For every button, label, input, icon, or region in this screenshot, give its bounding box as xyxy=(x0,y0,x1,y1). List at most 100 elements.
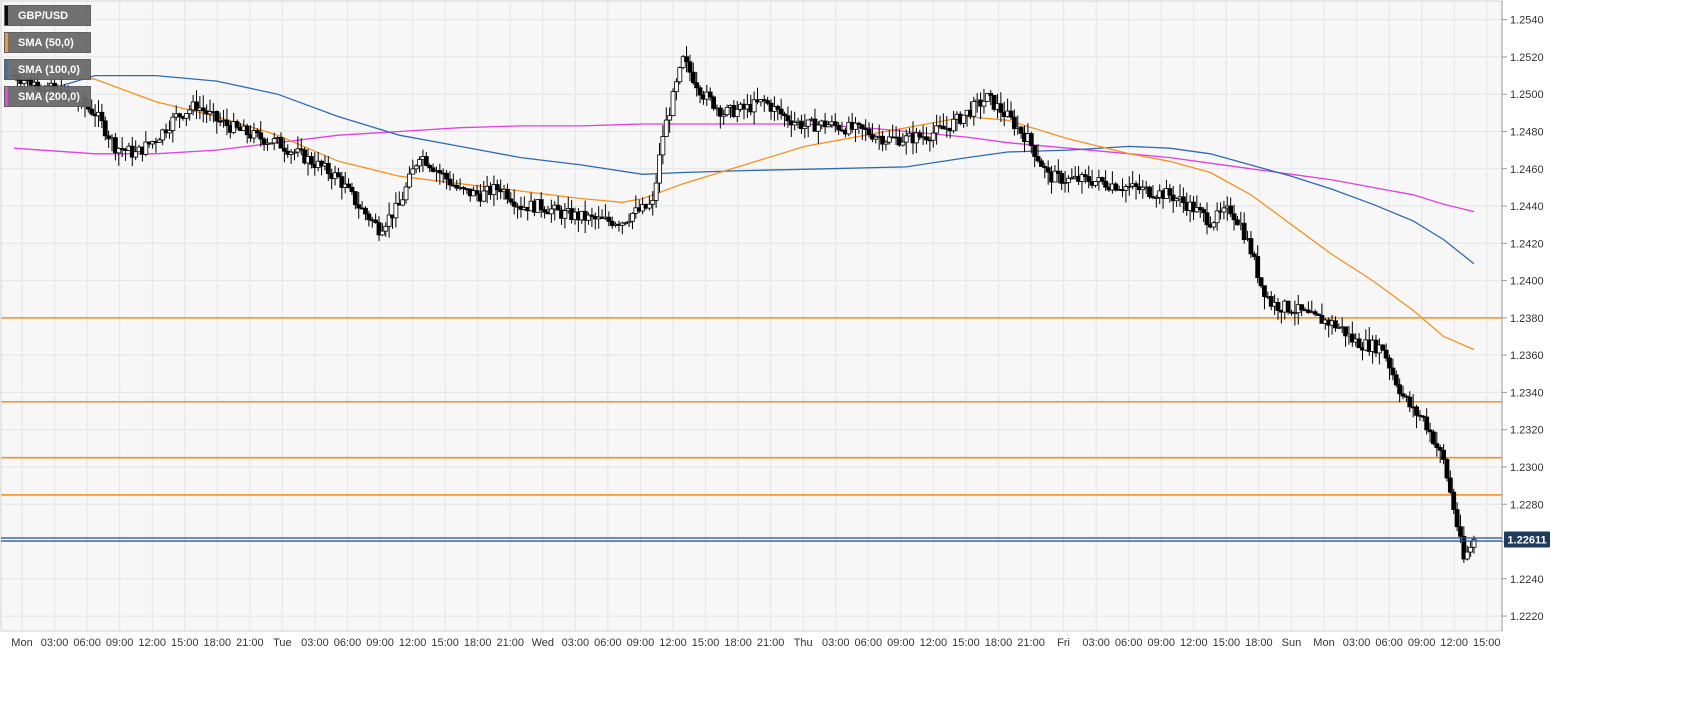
current-price-badge xyxy=(1504,531,1550,548)
candle-body xyxy=(156,139,162,143)
candle-body xyxy=(102,120,108,137)
candle-body xyxy=(400,199,406,206)
x-tick-label: 18:00 xyxy=(985,637,1013,649)
candle-body xyxy=(1066,177,1071,183)
candle-body xyxy=(1312,311,1318,315)
candle-body xyxy=(349,186,355,193)
candle-body xyxy=(1393,374,1399,386)
candle-body xyxy=(981,100,987,107)
candle-body xyxy=(1123,186,1129,191)
candle-body xyxy=(1431,431,1436,445)
legend-item-symbol[interactable]: GBP/USD xyxy=(4,5,91,26)
candle-body xyxy=(417,159,422,167)
candle-body xyxy=(1458,526,1463,537)
x-tick-label: 21:00 xyxy=(496,637,524,649)
candle-body xyxy=(309,156,314,165)
x-tick-label: 09:00 xyxy=(106,637,134,649)
candle-body xyxy=(1356,338,1362,349)
candle-body xyxy=(883,141,889,145)
x-tick-label: 21:00 xyxy=(236,637,264,649)
y-tick-label: 1.2240 xyxy=(1510,574,1544,586)
x-tick-label: 18:00 xyxy=(1245,637,1273,649)
x-tick-label: 03:00 xyxy=(1343,637,1371,649)
legend-swatch-sma50 xyxy=(5,33,8,52)
x-tick-label: 12:00 xyxy=(1180,637,1208,649)
candle-body xyxy=(1387,357,1392,369)
legend-item-sma100[interactable]: SMA (100,0) xyxy=(4,59,91,80)
candle-body xyxy=(1268,296,1274,307)
candle-body xyxy=(454,185,460,189)
sma200-line xyxy=(13,123,1475,213)
candle-body xyxy=(119,147,125,150)
x-tick-label: 15:00 xyxy=(1213,637,1241,649)
candle-body xyxy=(1062,182,1068,184)
candle-body xyxy=(461,187,466,190)
candle-body xyxy=(940,125,946,130)
legend-item-sma50[interactable]: SMA (50,0) xyxy=(4,32,91,53)
candle-body xyxy=(352,191,358,206)
candle-body xyxy=(903,135,909,143)
candle-body xyxy=(295,148,301,153)
candle-body xyxy=(562,210,568,219)
y-tick-label: 1.2380 xyxy=(1510,313,1544,325)
x-tick-label: 15:00 xyxy=(952,637,980,649)
candle-body xyxy=(1404,395,1409,398)
x-tick-label: Mon xyxy=(1313,637,1334,649)
y-tick-label: 1.2540 xyxy=(1510,15,1544,27)
candle-body xyxy=(1069,177,1075,180)
candle-body xyxy=(626,220,632,224)
candle-body xyxy=(1454,509,1460,528)
candle-body xyxy=(251,130,257,139)
y-tick-label: 1.2520 xyxy=(1510,52,1544,64)
candle-body xyxy=(187,109,193,114)
x-tick-label: 03:00 xyxy=(1082,637,1110,649)
candle-body xyxy=(1214,210,1220,224)
grid-lines xyxy=(1,1,1502,631)
candle-body xyxy=(1383,349,1389,359)
candle-body xyxy=(623,222,629,225)
candle-body xyxy=(217,120,223,123)
candle-body xyxy=(1099,177,1105,182)
candle-body xyxy=(1153,197,1159,199)
candle-body xyxy=(403,186,409,201)
candle-body xyxy=(697,87,703,96)
candle-body xyxy=(815,124,821,132)
candle-body xyxy=(1241,222,1247,240)
candle-body xyxy=(437,170,443,174)
candle-body xyxy=(1305,309,1311,313)
candle-body xyxy=(363,207,368,215)
candle-body xyxy=(427,165,433,169)
candle-body xyxy=(1424,416,1430,431)
candle-body xyxy=(325,162,331,175)
candle-body xyxy=(1292,312,1298,315)
x-tick-label: 12:00 xyxy=(920,637,948,649)
candle-body xyxy=(505,188,510,200)
legend-item-sma200[interactable]: SMA (200,0) xyxy=(4,86,91,107)
candle-body xyxy=(751,99,757,113)
candle-body xyxy=(589,214,595,217)
x-tick-label: 09:00 xyxy=(1147,637,1175,649)
candle-body xyxy=(160,129,166,141)
candle-body xyxy=(680,56,686,69)
candle-body xyxy=(133,151,139,158)
candle-body xyxy=(538,199,544,210)
candle-body xyxy=(555,204,561,211)
candle-body xyxy=(1197,206,1203,210)
candle-body xyxy=(1319,315,1325,324)
x-tick-label: 15:00 xyxy=(431,637,459,649)
y-tick-label: 1.2460 xyxy=(1510,164,1544,176)
candle-body xyxy=(917,132,923,138)
candle-body xyxy=(1444,459,1450,479)
candle-body xyxy=(792,122,798,126)
y-tick-label: 1.2220 xyxy=(1510,611,1544,623)
candle-body xyxy=(89,108,95,115)
candle-body xyxy=(143,141,149,155)
candle-body xyxy=(630,212,635,222)
horizontal-levels xyxy=(1,317,1502,496)
candle-body xyxy=(278,137,284,149)
candle-body xyxy=(1451,491,1457,511)
candle-body xyxy=(1471,538,1477,548)
candle-body xyxy=(913,132,919,144)
